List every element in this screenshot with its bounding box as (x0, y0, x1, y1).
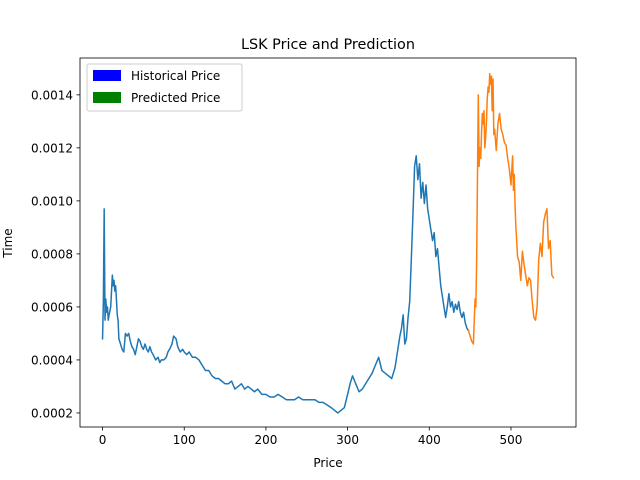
axes-frame (79, 57, 577, 428)
chart-title: LSK Price and Prediction (241, 37, 415, 53)
series-layer (101, 72, 555, 414)
x-axis-ticks: 0 100 200 300 400 500 (99, 427, 523, 447)
y-tick-label: 0.0002 (31, 406, 73, 420)
x-axis-label: Price (313, 456, 342, 470)
series-line-0 (101, 155, 470, 414)
legend-label-predicted: Predicted Price (131, 91, 220, 105)
x-tick-label: 200 (254, 433, 277, 447)
y-tick-label: 0.0012 (31, 141, 73, 155)
y-axis-label: Time (1, 228, 15, 258)
legend-box (86, 63, 243, 112)
legend: Historical Price Predicted Price (86, 63, 243, 112)
x-tick-label: 100 (173, 433, 196, 447)
y-axis-ticks: 0.0002 0.0004 0.0006 0.0008 0.0010 0.0012 0.00… (31, 88, 80, 420)
legend-swatch-predicted (93, 92, 121, 103)
y-tick-label: 0.0014 (31, 88, 73, 102)
x-tick-label: 400 (418, 433, 441, 447)
legend-label-historical: Historical Price (131, 69, 220, 83)
series-line-1 (467, 72, 555, 345)
x-tick-label: 0 (99, 433, 107, 447)
x-tick-label: 300 (336, 433, 359, 447)
y-tick-label: 0.0010 (31, 194, 73, 208)
legend-swatch-historical (93, 70, 121, 81)
y-tick-label: 0.0008 (31, 247, 73, 261)
x-tick-label: 500 (500, 433, 523, 447)
plot-area (79, 57, 577, 428)
y-tick-label: 0.0006 (31, 300, 73, 314)
y-tick-label: 0.0004 (31, 353, 73, 367)
